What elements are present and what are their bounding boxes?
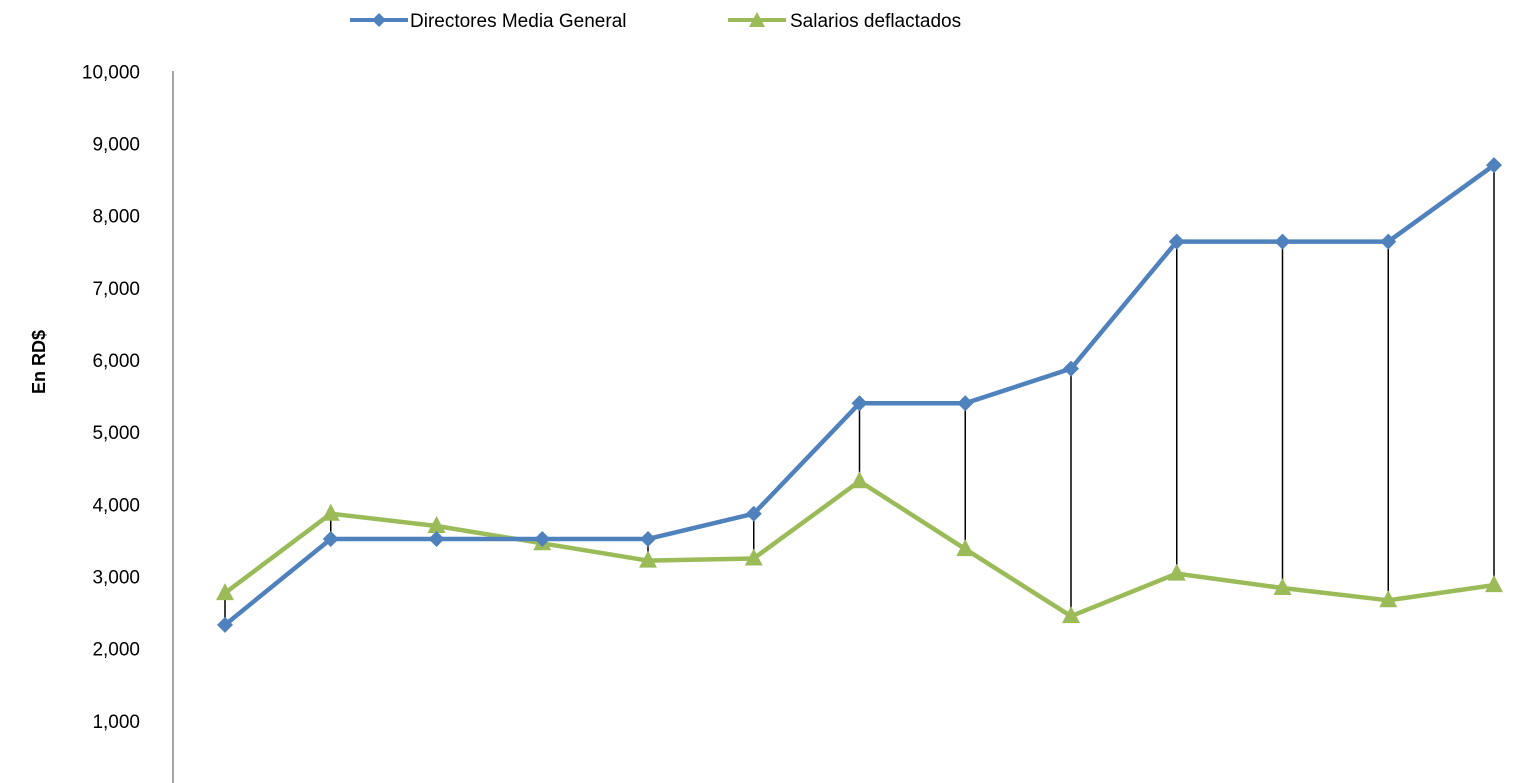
y-tick-label: 8,000 <box>92 207 140 228</box>
series-line-directores <box>223 163 1496 627</box>
y-tick-label: 6,000 <box>92 351 140 372</box>
data-point-salarios <box>1167 563 1186 581</box>
y-tick-label: 3,000 <box>92 567 140 588</box>
data-point-directores <box>851 395 868 412</box>
y-tick-label: 10,000 <box>82 62 140 83</box>
y-tick-label: 7,000 <box>92 279 140 300</box>
series-line-salarios <box>223 478 1495 619</box>
data-point-salarios <box>1273 578 1292 596</box>
data-point-directores <box>1380 233 1397 250</box>
data-point-salarios <box>216 583 234 601</box>
data-point-salarios <box>321 503 340 521</box>
data-point-directores <box>1063 360 1079 377</box>
data-point-directores <box>428 530 445 547</box>
data-point-directores <box>640 530 656 547</box>
data-point-directores <box>1274 233 1291 250</box>
y-tick-label: 4,000 <box>92 495 140 516</box>
data-point-directores <box>957 395 974 412</box>
legend: Directores Media General Salarios deflac… <box>350 11 961 32</box>
drop-lines <box>224 165 1495 625</box>
data-point-directores <box>534 530 551 547</box>
legend-label-salarios: Salarios deflactados <box>790 11 961 32</box>
data-point-salarios <box>956 539 975 557</box>
legend-item-salarios: Salarios deflactados <box>728 11 961 32</box>
data-point-directores <box>1168 233 1185 250</box>
legend-label-directores: Directores Media General <box>410 11 626 32</box>
data-point-directores <box>745 505 762 522</box>
legend-item-directores: Directores Media General <box>350 11 626 32</box>
data-point-salarios <box>1485 575 1503 593</box>
data-point-salarios <box>427 515 446 533</box>
data-point-salarios <box>1062 606 1080 624</box>
data-point-directores <box>217 616 233 633</box>
data-point-salarios <box>1379 590 1398 608</box>
legend-marker-triangle <box>749 12 765 27</box>
y-tick-label: 2,000 <box>92 640 140 661</box>
data-point-salarios <box>744 548 763 566</box>
y-tick-label: 5,000 <box>92 423 140 444</box>
data-point-directores <box>322 530 339 547</box>
series-salarios <box>216 471 1503 624</box>
series-directores <box>217 157 1502 633</box>
data-point-directores <box>1486 157 1502 174</box>
data-point-salarios <box>639 550 657 568</box>
y-axis-ticks: 1,000 2,000 3,000 4,000 5,000 6,000 7,000 8,000… <box>82 62 140 733</box>
y-tick-label: 9,000 <box>92 134 140 155</box>
data-point-salarios <box>850 471 869 489</box>
y-axis-label: En RD$ <box>29 330 49 394</box>
y-tick-label: 1,000 <box>92 712 140 733</box>
legend-marker-diamond <box>372 13 386 27</box>
series-layer <box>216 157 1503 633</box>
